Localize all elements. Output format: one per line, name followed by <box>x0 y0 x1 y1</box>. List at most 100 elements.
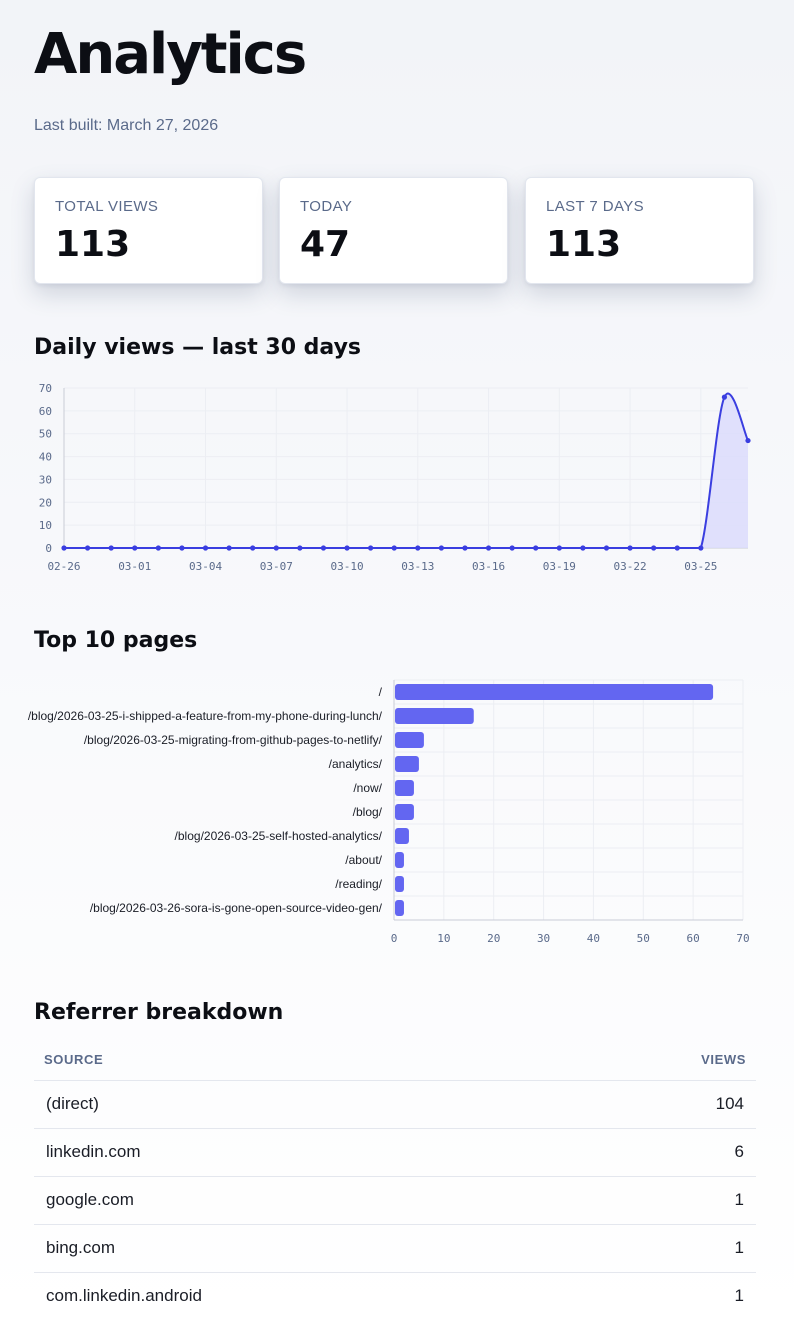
data-point <box>415 545 421 551</box>
table-header-row: SOURCE VIEWS <box>34 1040 756 1081</box>
referrer-views: 1 <box>564 1224 756 1273</box>
stat-value: 113 <box>55 224 131 265</box>
page-bar <box>395 684 714 700</box>
y-tick-label: 10 <box>39 519 52 532</box>
y-tick-label: 30 <box>39 473 52 486</box>
views-column-header: VIEWS <box>564 1040 756 1081</box>
data-point <box>533 545 539 551</box>
x-tick-label: 03-16 <box>472 560 505 573</box>
data-point <box>273 545 279 551</box>
x-tick-label: 40 <box>587 932 600 945</box>
data-point <box>651 545 657 551</box>
y-tick-label: 70 <box>39 382 52 395</box>
x-tick-label: 60 <box>687 932 700 945</box>
x-tick-label: 20 <box>487 932 500 945</box>
data-point <box>462 545 468 551</box>
referrer-views: 1 <box>564 1176 756 1225</box>
page-label: /reading/ <box>335 877 382 891</box>
data-point <box>368 545 374 551</box>
data-point <box>627 545 633 551</box>
x-tick-label: 03-22 <box>614 560 647 573</box>
page-bar <box>395 900 404 916</box>
stat-label: LAST 7 DAYS <box>546 198 645 215</box>
data-point <box>155 545 161 551</box>
source-column-header: SOURCE <box>34 1040 565 1081</box>
data-point <box>61 545 67 551</box>
x-tick-label: 30 <box>537 932 550 945</box>
data-point <box>509 545 515 551</box>
data-point <box>179 545 185 551</box>
x-tick-label: 03-13 <box>401 560 434 573</box>
x-tick-label: 10 <box>437 932 450 945</box>
table-row: com.linkedin.android 1 <box>34 1272 756 1318</box>
data-point <box>485 545 492 551</box>
referrer-source: bing.com <box>34 1224 565 1273</box>
data-point <box>344 545 350 551</box>
data-point <box>132 545 138 551</box>
page-bar <box>395 804 414 820</box>
data-point <box>721 394 728 400</box>
page-label: /about/ <box>345 853 382 867</box>
table-row: bing.com 1 <box>34 1224 756 1273</box>
stat-card-last-7-days: LAST 7 DAYS 113 <box>525 177 754 284</box>
data-point <box>297 545 303 551</box>
referrer-table: SOURCE VIEWS (direct) 104 linkedin.com 6… <box>34 1040 756 1318</box>
x-tick-label: 03-01 <box>118 560 151 573</box>
page-bar <box>395 732 424 748</box>
x-tick-label: 03-07 <box>260 560 293 573</box>
x-tick-label: 70 <box>736 932 749 945</box>
referrer-heading: Referrer breakdown <box>34 1000 284 1025</box>
table-row: google.com 1 <box>34 1176 756 1225</box>
y-tick-label: 60 <box>39 405 52 418</box>
x-tick-label: 03-19 <box>543 560 576 573</box>
last-built-text: Last built: March 27, 2026 <box>34 117 219 134</box>
referrer-source: com.linkedin.android <box>34 1272 565 1318</box>
table-row: (direct) 104 <box>34 1080 756 1129</box>
stat-label: TOTAL VIEWS <box>55 198 159 215</box>
page-label: /blog/2026-03-25-i-shipped-a-feature-fro… <box>28 709 383 723</box>
top-pages-chart: 0 10 20 30 40 50 60 70 / /blog/2026-03-25-i-shipp… <box>28 679 750 945</box>
daily-views-chart: 0 10 20 30 40 50 60 70 02-26 03-01 03-04 03-07 03-10… <box>39 382 751 573</box>
y-tick-label: 0 <box>45 542 52 555</box>
referrer-source: linkedin.com <box>34 1128 565 1177</box>
data-point <box>556 545 562 551</box>
data-point <box>674 545 680 551</box>
page-title: Analytics <box>34 22 307 87</box>
data-point <box>202 545 209 551</box>
y-tick-label: 40 <box>39 451 52 464</box>
page-bar <box>395 876 404 892</box>
referrer-views: 1 <box>564 1272 756 1318</box>
x-tick-label: 0 <box>391 932 398 945</box>
page-bar <box>395 828 409 844</box>
top-pages-heading: Top 10 pages <box>34 628 198 653</box>
page-label: /blog/2026-03-25-migrating-from-github-p… <box>84 733 383 747</box>
x-tick-label: 03-10 <box>330 560 363 573</box>
page-label: /blog/2026-03-25-self-hosted-analytics/ <box>175 829 383 843</box>
data-point <box>108 545 114 551</box>
x-tick-label: 03-04 <box>189 560 222 573</box>
data-point <box>250 545 256 551</box>
referrer-source: (direct) <box>34 1080 565 1129</box>
y-tick-label: 20 <box>39 496 52 509</box>
x-tick-label: 02-26 <box>47 560 80 573</box>
page-label: / <box>379 685 383 699</box>
page-bar <box>395 756 419 772</box>
data-point <box>320 545 327 551</box>
page-bar <box>395 780 414 796</box>
referrer-views: 104 <box>564 1080 756 1129</box>
referrer-source: google.com <box>34 1176 565 1225</box>
page-bar <box>395 852 404 868</box>
stat-value: 113 <box>546 224 622 265</box>
data-point <box>226 545 232 551</box>
referrer-views: 6 <box>564 1128 756 1177</box>
stat-card-total-views: TOTAL VIEWS 113 <box>34 177 263 284</box>
page-label: /now/ <box>353 781 382 795</box>
data-point <box>84 545 91 551</box>
y-tick-label: 50 <box>39 428 52 441</box>
page-label: /analytics/ <box>329 757 383 771</box>
page-label: /blog/ <box>353 805 383 819</box>
data-point <box>745 437 751 444</box>
stat-card-today: TODAY 47 <box>279 177 508 284</box>
table-row: linkedin.com 6 <box>34 1128 756 1177</box>
data-point <box>698 545 704 551</box>
